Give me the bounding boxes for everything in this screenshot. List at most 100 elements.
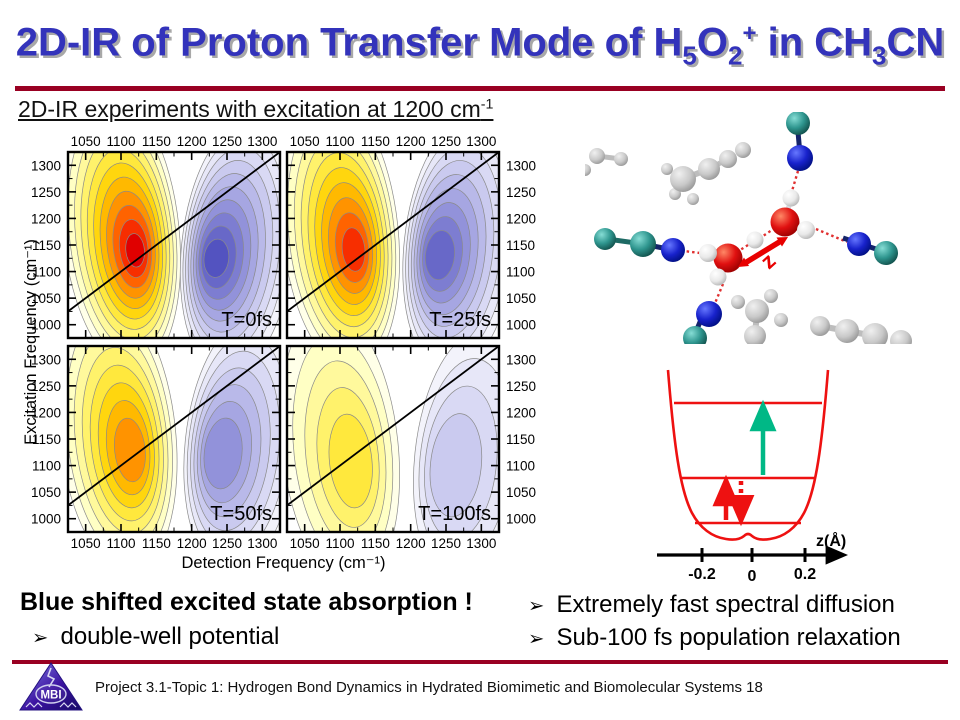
y-tick-label: 1050 — [506, 485, 536, 500]
nitrogen-atom — [787, 145, 813, 171]
z-tick-label: 0 — [748, 568, 757, 585]
bullet-text: Extremely fast spectral diffusion — [556, 591, 895, 618]
y-tick-label: 1250 — [31, 379, 61, 394]
y-tick-label: 1100 — [506, 459, 535, 474]
energy-levels — [674, 401, 822, 525]
conclusions-right: ➢ Extremely fast spectral diffusion ➢ Su… — [528, 589, 958, 655]
z-axis-ticks — [700, 548, 807, 562]
waiting-time-label: T=100fs — [418, 503, 491, 525]
waiting-time-label: T=25fs — [429, 309, 491, 331]
y-tick-label: 1200 — [506, 211, 536, 226]
nitrile-carbon-atom — [630, 231, 656, 257]
y-tick-label: 1050 — [31, 291, 61, 306]
nitrogen-atom — [847, 232, 871, 256]
x-axis-label: Detection Frequency (cm⁻¹) — [181, 554, 385, 572]
bullet-text: Sub-100 fs population relaxation — [556, 624, 901, 651]
y-tick-label: 1150 — [32, 432, 61, 447]
x-tick-label: 1100 — [325, 536, 354, 551]
contour-panel-T=0fs: T=0fs 1050 1100 1150 1200 1250 1300 1300 1250 120… — [31, 134, 282, 340]
x-tick-label: 1300 — [247, 134, 277, 149]
hydrogen-atom — [782, 189, 800, 207]
y-tick-label: 1300 — [31, 352, 61, 367]
bullet-text: double-well potential — [60, 623, 280, 650]
y-tick-label: 1000 — [31, 512, 61, 527]
y-tick-label: 1150 — [32, 238, 61, 253]
x-tick-label: 1200 — [177, 536, 207, 551]
mbi-logo: MBI — [19, 662, 83, 711]
y-tick-label: 1200 — [31, 211, 61, 226]
x-tick-label: 1050 — [290, 134, 320, 149]
x-tick-label: 1200 — [396, 134, 426, 149]
x-tick-label: 1100 — [106, 134, 135, 149]
conclusion-heading: Blue shifted excited state absorption ! — [20, 588, 473, 616]
oxygen-atom — [713, 243, 743, 273]
x-tick-label: 1050 — [290, 536, 320, 551]
y-tick-label: 1300 — [506, 352, 536, 367]
contour-panel-T=50fs: T=50fs 1050 1100 1150 1200 1250 1300 1300 1250 12… — [31, 344, 282, 551]
y-tick-label: 1100 — [32, 265, 61, 280]
x-tick-label: 1250 — [431, 536, 461, 551]
x-tick-label: 1150 — [361, 536, 390, 551]
diagonal-line — [287, 346, 499, 507]
y-tick-label: 1300 — [31, 158, 61, 173]
x-tick-label: 1250 — [212, 536, 242, 551]
x-tick-label: 1150 — [361, 134, 390, 149]
diagonal-line — [68, 152, 280, 313]
conclusions-left: Blue shifted excited state absorption ! … — [20, 587, 520, 654]
nitrogen-atom — [696, 301, 722, 327]
nitrile-carbon-atom — [683, 326, 707, 344]
y-tick-label: 1100 — [506, 265, 535, 280]
x-tick-label: 1200 — [396, 536, 426, 551]
waiting-time-label: T=50fs — [210, 503, 272, 525]
logo-text: MBI — [40, 690, 61, 702]
diagonal-line — [68, 346, 280, 507]
x-tick-label: 1050 — [71, 134, 101, 149]
molecule-structure-image: z — [585, 112, 912, 344]
y-tick-label: 1000 — [506, 512, 536, 527]
potential-curve — [666, 369, 830, 541]
y-tick-label: 1150 — [506, 238, 535, 253]
hydrogen-atom — [709, 268, 727, 286]
x-tick-label: 1250 — [212, 134, 242, 149]
y-tick-label: 1200 — [506, 405, 536, 420]
contour-panel-T=25fs: T=25fs 1050 1100 1150 1200 1250 1300 1300 1250 12… — [285, 134, 536, 340]
y-tick-label: 1300 — [506, 158, 536, 173]
waiting-time-label: T=0fs — [221, 309, 272, 331]
solvent-molecules — [585, 142, 912, 344]
x-tick-label: 1050 — [71, 536, 101, 551]
y-tick-label: 1250 — [506, 379, 536, 394]
z-tick-label: -0.2 — [688, 566, 716, 583]
y-tick-label: 1000 — [31, 318, 61, 333]
footer-divider — [12, 660, 948, 664]
y-tick-label: 1050 — [506, 291, 536, 306]
diagonal-line — [287, 152, 499, 313]
y-tick-label: 1050 — [31, 485, 61, 500]
nitrile-carbon-atom — [594, 228, 616, 250]
x-tick-label: 1200 — [177, 134, 207, 149]
shared-proton — [746, 231, 764, 249]
hydrogen-atom — [797, 221, 815, 239]
y-tick-label: 1000 — [506, 318, 536, 333]
x-tick-label: 1300 — [466, 536, 496, 551]
oxygen-atom — [770, 207, 800, 237]
x-tick-label: 1150 — [142, 536, 171, 551]
y-tick-label: 1250 — [506, 185, 536, 200]
arrow-bullet-icon: ➢ — [528, 595, 545, 617]
x-tick-label: 1100 — [325, 134, 354, 149]
title-divider — [15, 86, 945, 91]
z-tick-label: 0.2 — [794, 566, 816, 583]
page-title: 2D-IR of Proton Transfer Mode of H5O2+ i… — [15, 20, 945, 71]
bullet-item: ➢ Extremely fast spectral diffusion — [528, 589, 958, 622]
x-tick-label: 1300 — [247, 536, 277, 551]
arrow-bullet-icon: ➢ — [528, 628, 545, 650]
contour-panel-T=100fs: T=100fs 1050 1100 1150 1200 1250 1300 1300 1250 1… — [285, 344, 536, 551]
2d-ir-contour-figure: T=0fs 1050 1100 1150 1200 1250 1300 1300 1250 120… — [22, 134, 574, 574]
bullet-item: ➢ Sub-100 fs population relaxation — [528, 622, 958, 655]
x-tick-label: 1300 — [466, 134, 496, 149]
z-axis-label: z(Å) — [816, 531, 846, 550]
hydrogen-bonds — [683, 170, 848, 309]
y-tick-label: 1100 — [32, 459, 61, 474]
x-tick-label: 1250 — [431, 134, 461, 149]
nitrile-carbon-atom — [786, 112, 810, 135]
